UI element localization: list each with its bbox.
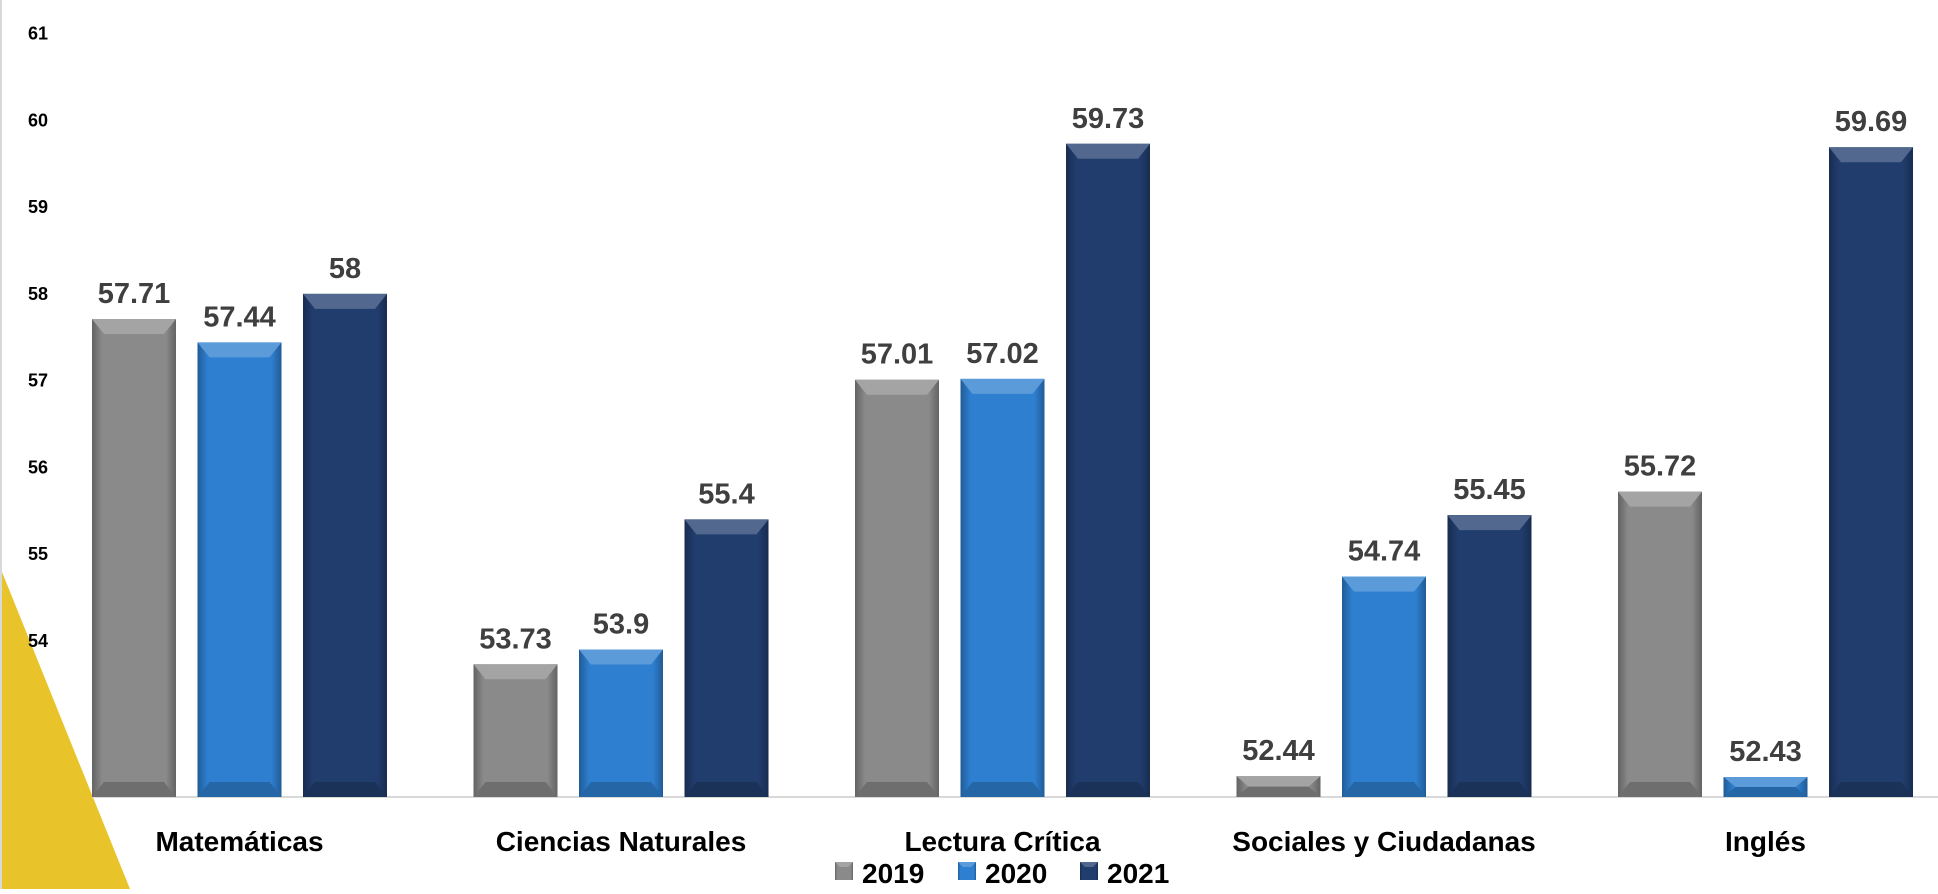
legend-item: 2019 bbox=[835, 858, 924, 889]
data-label: 52.44 bbox=[1242, 735, 1315, 767]
data-label: 53.73 bbox=[479, 623, 552, 655]
bar bbox=[1447, 515, 1532, 797]
bar bbox=[303, 293, 387, 797]
legend-item: 2021 bbox=[1080, 858, 1169, 889]
category-label: Lectura Crítica bbox=[904, 826, 1100, 857]
data-label: 57.44 bbox=[203, 301, 276, 333]
y-tick-label: 59 bbox=[28, 197, 48, 217]
category-label: Sociales y Ciudadanas bbox=[1232, 826, 1535, 857]
data-label: 58 bbox=[329, 253, 361, 285]
corner-decoration bbox=[0, 567, 130, 889]
y-tick-label: 55 bbox=[28, 544, 48, 564]
y-tick-label: 61 bbox=[28, 24, 48, 44]
data-label: 57.01 bbox=[861, 339, 934, 371]
bar bbox=[855, 379, 939, 797]
bar bbox=[473, 664, 558, 797]
bar bbox=[1236, 776, 1321, 797]
bar bbox=[1829, 147, 1913, 797]
bar bbox=[1618, 491, 1702, 797]
bar bbox=[1066, 143, 1150, 797]
data-label: 55.72 bbox=[1624, 451, 1697, 483]
legend-label: 2019 bbox=[862, 858, 924, 889]
category-label: Inglés bbox=[1725, 826, 1806, 857]
data-label: 52.43 bbox=[1729, 736, 1802, 768]
bar bbox=[1342, 576, 1426, 797]
data-label: 54.74 bbox=[1348, 536, 1421, 568]
data-label: 55.4 bbox=[698, 478, 754, 510]
data-label: 57.71 bbox=[98, 278, 171, 310]
data-label: 59.73 bbox=[1072, 103, 1145, 135]
data-label: 55.45 bbox=[1453, 474, 1526, 506]
bar bbox=[960, 378, 1045, 797]
bar bbox=[579, 649, 663, 797]
y-tick-label: 54 bbox=[28, 631, 48, 651]
y-tick-label: 56 bbox=[28, 457, 48, 477]
bar bbox=[92, 319, 176, 797]
y-tick-label: 58 bbox=[28, 284, 48, 304]
category-label: Matemáticas bbox=[155, 826, 323, 857]
data-label: 57.02 bbox=[966, 338, 1039, 370]
data-label: 53.9 bbox=[593, 609, 649, 641]
legend-label: 2020 bbox=[985, 858, 1047, 889]
legend-label: 2021 bbox=[1107, 858, 1169, 889]
y-tick-label: 57 bbox=[28, 371, 48, 391]
bar bbox=[197, 342, 282, 797]
bar bbox=[1723, 777, 1808, 797]
category-label: Ciencias Naturales bbox=[496, 826, 747, 857]
y-tick-label: 60 bbox=[28, 110, 48, 130]
legend-item: 2020 bbox=[958, 858, 1047, 889]
bar bbox=[684, 519, 769, 797]
data-label: 59.69 bbox=[1835, 106, 1908, 138]
